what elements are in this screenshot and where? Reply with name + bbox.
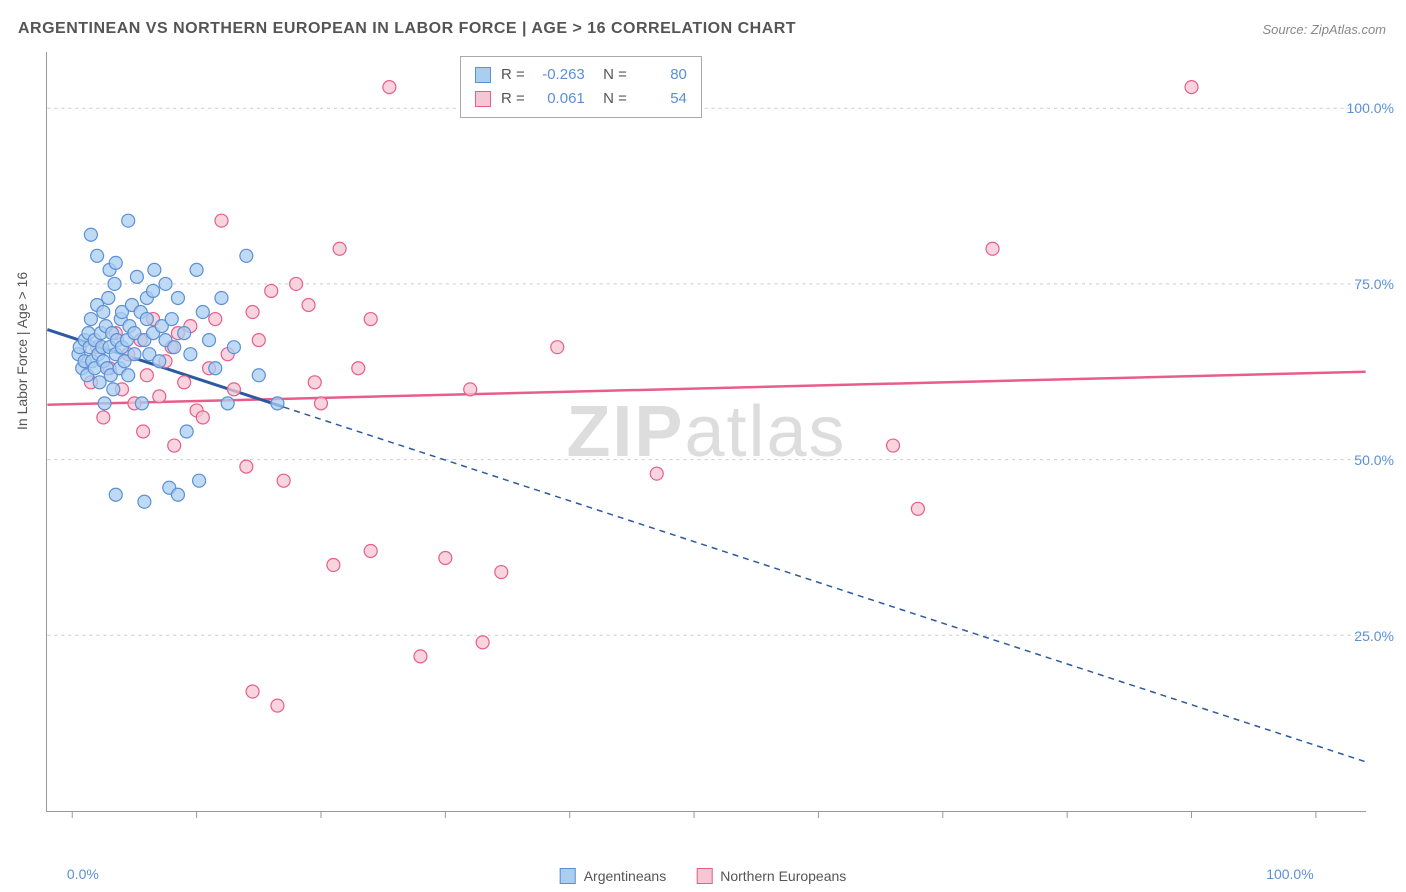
- y-tick-label: 50.0%: [1354, 452, 1394, 468]
- legend-item-b: Northern Europeans: [696, 868, 846, 884]
- correlation-legend: R = -0.263 N = 80 R = 0.061 N = 54: [460, 56, 702, 118]
- x-tick-label: 0.0%: [67, 866, 99, 882]
- legend-label-a: Argentineans: [584, 868, 667, 884]
- corr-row-series-a: R = -0.263 N = 80: [475, 63, 687, 87]
- corr-swatch-a: [475, 67, 491, 83]
- legend-swatch-a: [560, 868, 576, 884]
- corr-n-value-a: 80: [637, 63, 687, 87]
- series-legend: Argentineans Northern Europeans: [560, 868, 847, 884]
- chart-title: ARGENTINEAN VS NORTHERN EUROPEAN IN LABO…: [18, 20, 796, 38]
- plot-svg: [47, 52, 1366, 811]
- x-tick-label: 100.0%: [1266, 866, 1313, 882]
- corr-n-value-b: 54: [637, 87, 687, 111]
- corr-swatch-b: [475, 91, 491, 107]
- corr-r-value-a: -0.263: [535, 63, 585, 87]
- corr-n-label-a: N =: [595, 63, 627, 87]
- legend-swatch-b: [696, 868, 712, 884]
- corr-r-value-b: 0.061: [535, 87, 585, 111]
- y-axis-label: In Labor Force | Age > 16: [14, 272, 30, 430]
- corr-r-label-a: R =: [501, 63, 525, 87]
- y-tick-label: 100.0%: [1347, 100, 1394, 116]
- y-tick-label: 75.0%: [1354, 276, 1394, 292]
- legend-label-b: Northern Europeans: [720, 868, 846, 884]
- corr-n-label-b: N =: [595, 87, 627, 111]
- y-tick-label: 25.0%: [1354, 628, 1394, 644]
- legend-item-a: Argentineans: [560, 868, 667, 884]
- corr-r-label-b: R =: [501, 87, 525, 111]
- source-attribution: Source: ZipAtlas.com: [1262, 22, 1386, 37]
- corr-row-series-b: R = 0.061 N = 54: [475, 87, 687, 111]
- plot-area: ZIPatlas: [46, 52, 1366, 812]
